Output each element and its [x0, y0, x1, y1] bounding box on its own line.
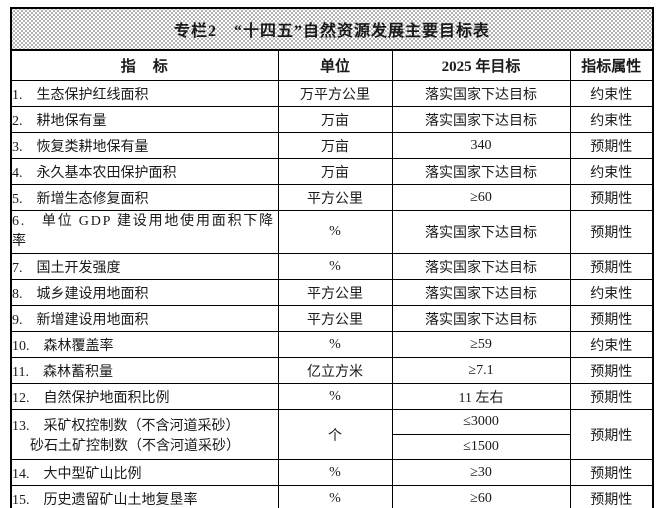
indicator-cell: 2. 耕地保有量 — [10, 106, 279, 133]
target-cell: ≥60 — [391, 184, 571, 211]
table-row: 10. 森林覆盖率 % ≥59 约束性 — [10, 331, 654, 358]
unit-cell: % — [277, 210, 393, 254]
table-row: 1. 生态保护红线面积 万平方公里 落实国家下达目标 约束性 — [10, 80, 654, 107]
table-header-row: 指 标 单位 2025 年目标 指标属性 — [10, 49, 654, 81]
indicator-line-2: 砂石土矿控制数（不含河道采砂） — [30, 438, 240, 454]
indicator-cell: 6. 单位 GDP 建设用地使用面积下降 率 — [10, 210, 279, 254]
unit-cell: 万亩 — [277, 132, 393, 159]
attribute-cell: 预期性 — [569, 305, 654, 332]
attribute-cell: 预期性 — [569, 383, 654, 410]
indicator-cell: 4. 永久基本农田保护面积 — [10, 158, 279, 185]
attribute-cell: 预期性 — [569, 485, 654, 508]
indicator-cell: 11. 森林蓄积量 — [10, 357, 279, 384]
target-cell: 落实国家下达目标 — [391, 158, 571, 185]
column-header-indicator: 指 标 — [10, 49, 279, 81]
unit-cell: 平方公里 — [277, 279, 393, 306]
target-cell: 落实国家下达目标 — [391, 80, 571, 107]
target-cell: 落实国家下达目标 — [391, 106, 571, 133]
attribute-cell: 约束性 — [569, 80, 654, 107]
unit-cell: 平方公里 — [277, 184, 393, 211]
unit-cell: 万亩 — [277, 158, 393, 185]
unit-cell: 亿立方米 — [277, 357, 393, 384]
table-title-row: 专栏2 “十四五”自然资源发展主要目标表 — [10, 7, 654, 51]
table-row: 14. 大中型矿山比例 % ≥30 预期性 — [10, 459, 654, 486]
indicator-cell: 7. 国土开发强度 — [10, 253, 279, 280]
target-cell: 落实国家下达目标 — [391, 253, 571, 280]
attribute-cell: 预期性 — [569, 132, 654, 159]
target-cell: ≤3000 — [391, 409, 571, 435]
target-cell: ≥30 — [391, 459, 571, 486]
indicator-cell: 14. 大中型矿山比例 — [10, 459, 279, 486]
table-row: 9. 新增建设用地面积 平方公里 落实国家下达目标 预期性 — [10, 305, 654, 332]
target-cell: ≥59 — [391, 331, 571, 358]
target-cell: 落实国家下达目标 — [391, 210, 571, 254]
table-row: 6. 单位 GDP 建设用地使用面积下降 率 % 落实国家下达目标 预期性 — [10, 210, 654, 254]
attribute-cell: 约束性 — [569, 279, 654, 306]
table-row: 13. 采矿权控制数（不含河道采砂） 砂石土矿控制数（不含河道采砂） 个 ≤30… — [10, 409, 654, 460]
table-title: 专栏2 “十四五”自然资源发展主要目标表 — [10, 7, 654, 51]
unit-cell: 平方公里 — [277, 305, 393, 332]
indicator-cell: 12. 自然保护地面积比例 — [10, 383, 279, 410]
table-row: 7. 国土开发强度 % 落实国家下达目标 预期性 — [10, 253, 654, 280]
indicator-cell: 13. 采矿权控制数（不含河道采砂） 砂石土矿控制数（不含河道采砂） — [10, 409, 279, 460]
unit-cell: % — [277, 383, 393, 410]
attribute-cell: 约束性 — [569, 331, 654, 358]
unit-cell: % — [277, 459, 393, 486]
target-cell: 落实国家下达目标 — [391, 279, 571, 306]
indicator-cell: 3. 恢复类耕地保有量 — [10, 132, 279, 159]
indicator-line-1: 6. 单位 GDP 建设用地使用面积下降 — [12, 214, 275, 229]
unit-cell: % — [277, 253, 393, 280]
indicator-cell: 10. 森林覆盖率 — [10, 331, 279, 358]
target-cell: ≥60 — [391, 485, 571, 508]
unit-cell: % — [277, 331, 393, 358]
table-row: 3. 恢复类耕地保有量 万亩 340 预期性 — [10, 132, 654, 159]
attribute-cell: 预期性 — [569, 357, 654, 384]
attribute-cell: 预期性 — [569, 253, 654, 280]
table-row: 8. 城乡建设用地面积 平方公里 落实国家下达目标 约束性 — [10, 279, 654, 306]
column-header-attribute: 指标属性 — [569, 49, 654, 81]
table-row: 12. 自然保护地面积比例 % 11 左右 预期性 — [10, 383, 654, 410]
indicator-cell: 15. 历史遗留矿山土地复垦率 — [10, 485, 279, 508]
indicator-cell: 5. 新增生态修复面积 — [10, 184, 279, 211]
attribute-cell: 预期性 — [569, 210, 654, 254]
attribute-cell: 预期性 — [569, 409, 654, 460]
unit-cell: 个 — [277, 409, 393, 460]
indicator-cell: 1. 生态保护红线面积 — [10, 80, 279, 107]
goals-table: 专栏2 “十四五”自然资源发展主要目标表 指 标 单位 2025 年目标 指标属… — [10, 7, 655, 508]
indicator-cell: 8. 城乡建设用地面积 — [10, 279, 279, 306]
table-row: 2. 耕地保有量 万亩 落实国家下达目标 约束性 — [10, 106, 654, 133]
attribute-cell: 预期性 — [569, 459, 654, 486]
column-header-target: 2025 年目标 — [391, 49, 571, 81]
table-row: 15. 历史遗留矿山土地复垦率 % ≥60 预期性 — [10, 485, 654, 508]
table-row: 4. 永久基本农田保护面积 万亩 落实国家下达目标 约束性 — [10, 158, 654, 185]
indicator-line-1: 13. 采矿权控制数（不含河道采砂） — [12, 418, 240, 434]
attribute-cell: 预期性 — [569, 184, 654, 211]
target-cell: ≤1500 — [391, 434, 571, 460]
indicator-cell: 9. 新增建设用地面积 — [10, 305, 279, 332]
table-row: 5. 新增生态修复面积 平方公里 ≥60 预期性 — [10, 184, 654, 211]
unit-cell: 万平方公里 — [277, 80, 393, 107]
table-row: 11. 森林蓄积量 亿立方米 ≥7.1 预期性 — [10, 357, 654, 384]
unit-cell: 万亩 — [277, 106, 393, 133]
column-header-unit: 单位 — [277, 49, 393, 81]
target-cell: 落实国家下达目标 — [391, 305, 571, 332]
target-cell: ≥7.1 — [391, 357, 571, 384]
attribute-cell: 约束性 — [569, 106, 654, 133]
indicator-line-2: 率 — [12, 234, 26, 249]
table-subrow: ≤1500 — [11, 434, 653, 460]
target-cell: 11 左右 — [391, 383, 571, 410]
target-cell: 340 — [391, 132, 571, 159]
unit-cell: % — [277, 485, 393, 508]
attribute-cell: 约束性 — [569, 158, 654, 185]
